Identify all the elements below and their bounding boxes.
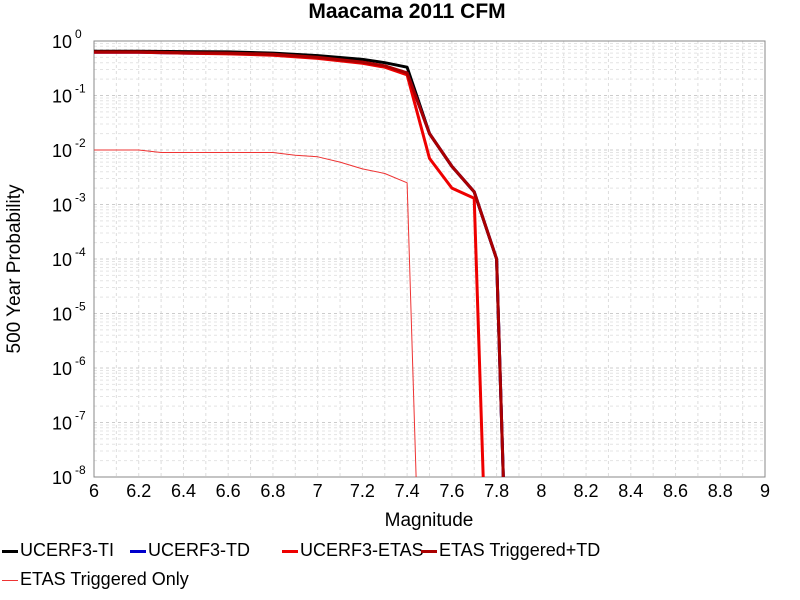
x-tick-label: 6.8 <box>260 481 285 501</box>
x-tick-label: 8.2 <box>574 481 599 501</box>
y-tick-exponent: -4 <box>75 245 86 259</box>
legend-label: UCERF3-TD <box>148 540 250 560</box>
y-tick-exponent: -3 <box>75 191 86 205</box>
x-tick-label: 8 <box>536 481 546 501</box>
y-tick-exponent: -2 <box>75 136 86 150</box>
grid-lines <box>93 41 766 478</box>
x-tick-label: 7.8 <box>484 481 509 501</box>
x-tick-label: 6.4 <box>171 481 196 501</box>
series-line-etas-triggered-only <box>94 149 417 478</box>
legend-item: UCERF3-ETAS <box>282 540 424 561</box>
x-tick-label: 7.6 <box>439 481 464 501</box>
y-tick-label: 10 <box>52 87 72 107</box>
y-tick-label: 10 <box>52 141 72 161</box>
y-tick-label: 10 <box>52 250 72 270</box>
series-layer <box>94 49 505 478</box>
x-tick-label: 8.4 <box>618 481 643 501</box>
x-tick-label: 9 <box>760 481 770 501</box>
y-tick-label: 10 <box>52 305 72 325</box>
y-tick-label: 10 <box>52 32 72 52</box>
legend-item: ETAS Triggered Only <box>2 569 189 590</box>
legend-swatch <box>282 549 298 553</box>
x-tick-label: 8.6 <box>663 481 688 501</box>
y-tick-exponent: -6 <box>75 354 86 368</box>
x-tick-labels: 6 6.2 6.4 6.6 6.8 7 7.2 7.4 7.6 7.8 8 8.2 8.4 8.6 8.8 9 <box>89 481 770 501</box>
legend-label: ETAS Triggered Only <box>20 569 189 589</box>
legend-swatch <box>2 549 18 553</box>
x-tick-label: 7.2 <box>350 481 375 501</box>
x-tick-label: 6.6 <box>216 481 241 501</box>
y-axis-label: 500 Year Probability <box>4 184 25 354</box>
legend-swatch <box>421 549 437 553</box>
y-tick-label: 10 <box>52 196 72 216</box>
legend-item: ETAS Triggered+TD <box>421 540 600 561</box>
y-tick-label: 10 <box>52 359 72 379</box>
y-tick-exponent: -8 <box>75 463 86 477</box>
series-line-etas-triggered-td <box>94 50 505 478</box>
x-tick-label: 8.8 <box>708 481 733 501</box>
legend-item: UCERF3-TI <box>2 540 114 561</box>
legend-swatch <box>130 549 146 553</box>
y-tick-exponent: -7 <box>75 409 86 423</box>
chart-title: Maacama 2011 CFM <box>308 0 505 23</box>
y-tick-exponent: -5 <box>75 300 86 314</box>
legend-swatch <box>2 579 18 581</box>
y-tick-exponent: 0 <box>75 27 82 41</box>
plot-frame <box>93 40 766 478</box>
x-tick-label: 7 <box>313 481 323 501</box>
legend-item: UCERF3-TD <box>130 540 250 561</box>
legend-label: UCERF3-TI <box>20 540 114 560</box>
x-tick-label: 7.4 <box>395 481 420 501</box>
y-tick-exponent: -1 <box>75 82 86 96</box>
x-axis-label: Magnitude <box>385 510 474 531</box>
legend-label: UCERF3-ETAS <box>300 540 424 560</box>
y-tick-label: 10 <box>52 414 72 434</box>
x-tick-label: 6.2 <box>126 481 151 501</box>
x-tick-label: 6 <box>89 481 99 501</box>
legend-label: ETAS Triggered+TD <box>439 540 601 560</box>
y-tick-label: 10 <box>52 468 72 488</box>
